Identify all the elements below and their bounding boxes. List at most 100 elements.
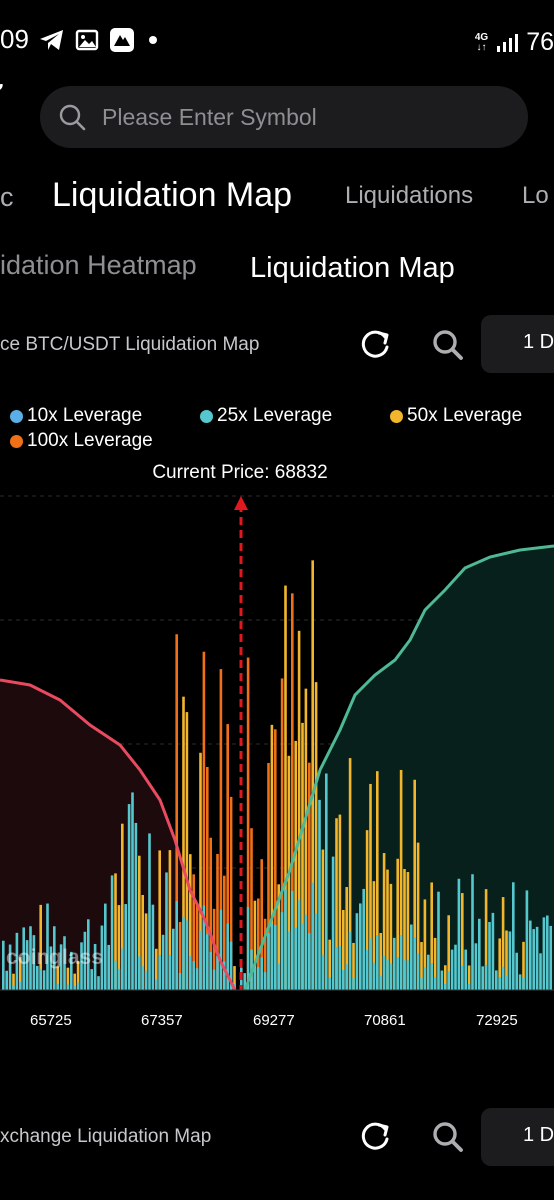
bar-segment: [202, 905, 206, 990]
tab-partial-left[interactable]: c: [0, 182, 14, 212]
bar: [185, 712, 189, 990]
status-bar-left: 09: [0, 24, 157, 55]
bar: [104, 903, 107, 990]
bar-segment: [297, 900, 301, 990]
bar: [267, 762, 270, 990]
bar-segment: [185, 920, 189, 990]
time-range-select[interactable]: 1 D: [481, 315, 554, 373]
app-notification-icon: [109, 27, 134, 52]
bar-segment: [287, 931, 291, 990]
subtab-liquidation-map[interactable]: Liquidation Map: [250, 252, 455, 284]
bar-segment: [420, 978, 423, 990]
legend-10x[interactable]: 10x Leverage: [10, 405, 142, 427]
search-placeholder: Please Enter Symbol: [102, 103, 317, 130]
subtab-liquidation-heatmap[interactable]: idation Heatmap: [0, 250, 197, 280]
tab-partial-right[interactable]: Lo: [522, 182, 549, 209]
bar: [440, 970, 444, 990]
tab-liquidations[interactable]: Liquidations: [345, 182, 474, 209]
bar: [416, 842, 420, 990]
bar: [501, 897, 505, 990]
bar-segment: [376, 935, 379, 990]
bar: [461, 893, 464, 990]
bar: [134, 822, 138, 990]
bar: [484, 889, 488, 990]
bar-segment: [386, 959, 389, 990]
bar: [127, 804, 131, 990]
bar: [158, 850, 161, 990]
bar: [478, 918, 481, 990]
bar: [498, 938, 501, 990]
bar: [107, 944, 110, 990]
bar-segment: [423, 967, 427, 990]
bar-segment: [413, 937, 416, 990]
bar: [535, 926, 539, 990]
bar: [457, 878, 461, 990]
bar: [413, 779, 416, 990]
bar-segment: [396, 957, 399, 990]
legend-50x[interactable]: 50x Leverage: [390, 405, 522, 427]
bar: [250, 828, 253, 990]
x-tick-label: 69277: [253, 1012, 295, 1029]
bar: [199, 752, 202, 990]
bar: [175, 634, 178, 990]
bar: [348, 758, 352, 990]
liquidation-map-chart[interactable]: [0, 490, 554, 1050]
bar-segment: [209, 951, 212, 990]
tab-liquidation-map[interactable]: Liquidation Map: [52, 176, 293, 214]
bar: [318, 799, 321, 990]
bar: [508, 931, 512, 990]
bar-segment: [223, 961, 226, 990]
bar: [386, 869, 389, 990]
bar: [297, 630, 301, 990]
search-icon[interactable]: [428, 1117, 468, 1157]
bar: [280, 678, 284, 990]
bar: [42, 970, 46, 990]
bar: [56, 966, 59, 990]
bar-segment: [348, 932, 352, 990]
bar: [352, 942, 355, 990]
bar-segment: [291, 890, 294, 990]
bar-segment: [263, 972, 267, 990]
legend-25x[interactable]: 25x Leverage: [200, 405, 332, 427]
back-icon[interactable]: [0, 84, 6, 114]
chart-title-exchange: xchange Liquidation Map: [0, 1126, 212, 1147]
bar: [515, 952, 518, 990]
bar: [19, 957, 22, 990]
search-icon[interactable]: [428, 325, 468, 365]
bar: [512, 882, 515, 990]
bar: [12, 973, 15, 990]
x-tick-label: 65725: [30, 1012, 72, 1029]
bar-segment: [461, 965, 464, 990]
bar: [345, 887, 348, 990]
bar: [328, 939, 331, 990]
long-cumulative-line: [243, 544, 554, 991]
bar: [420, 942, 423, 990]
bar: [433, 937, 437, 990]
bar: [223, 875, 226, 990]
legend-100x[interactable]: 100x Leverage: [10, 430, 153, 452]
bar: [301, 722, 304, 990]
bar-segment: [76, 982, 80, 990]
search-input[interactable]: Please Enter Symbol: [40, 86, 528, 148]
refresh-icon[interactable]: [355, 1117, 395, 1157]
legend-dot: [390, 409, 403, 423]
bar-segment: [267, 933, 270, 990]
bar-segment: [406, 960, 410, 990]
bar-segment: [73, 985, 76, 990]
bar: [491, 912, 495, 990]
bar: [393, 937, 396, 990]
bar: [308, 762, 311, 990]
bar: [151, 904, 155, 990]
refresh-icon[interactable]: [355, 325, 395, 365]
bar-segment: [389, 963, 393, 990]
bar: [243, 973, 246, 990]
bar: [522, 941, 525, 990]
bar: [87, 919, 90, 990]
bar: [189, 854, 192, 990]
time-range-select[interactable]: 1 D: [481, 1108, 554, 1166]
bar-segment: [19, 981, 22, 990]
bar-segment: [158, 955, 161, 990]
bar: [155, 948, 158, 990]
bar: [226, 724, 229, 990]
bar: [542, 917, 546, 990]
